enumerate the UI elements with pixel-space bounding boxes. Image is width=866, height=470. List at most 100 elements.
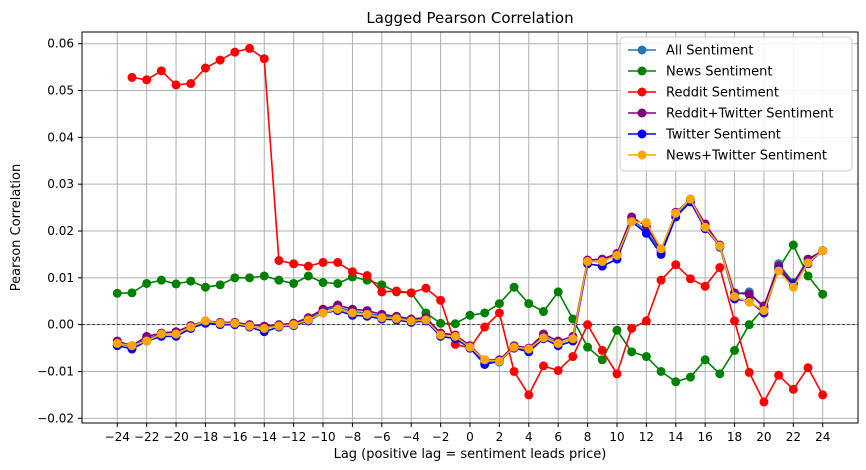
data-point — [568, 334, 578, 344]
legend-marker — [637, 150, 647, 160]
chart-title: Lagged Pearson Correlation — [366, 9, 573, 27]
data-point — [127, 341, 137, 351]
legend-label: Reddit+Twitter Sentiment — [666, 107, 833, 122]
data-point — [788, 384, 798, 394]
data-point — [480, 322, 490, 332]
data-point — [171, 80, 181, 90]
data-point — [171, 329, 181, 339]
legend-item: All Sentiment — [628, 44, 753, 59]
legend-marker — [637, 87, 647, 97]
data-point — [744, 289, 754, 299]
data-point — [289, 320, 299, 330]
data-point — [230, 273, 240, 283]
data-point — [524, 344, 534, 354]
data-point — [215, 318, 225, 328]
data-point — [186, 322, 196, 332]
data-point — [127, 288, 137, 298]
data-point — [568, 352, 578, 362]
data-point — [436, 318, 446, 328]
data-point — [583, 256, 593, 266]
data-point — [259, 54, 269, 64]
data-point — [494, 356, 504, 366]
data-point — [774, 370, 784, 380]
data-point — [465, 342, 475, 352]
data-point — [759, 397, 769, 407]
x-tick-label: −6 — [373, 430, 391, 444]
data-point — [656, 366, 666, 376]
data-point — [171, 279, 181, 289]
data-point — [156, 329, 166, 339]
data-point — [245, 273, 255, 283]
data-point — [377, 313, 387, 323]
data-point — [200, 282, 210, 292]
data-point — [744, 320, 754, 330]
data-point — [685, 372, 695, 382]
data-point — [406, 316, 416, 326]
data-point — [347, 267, 357, 277]
data-point — [553, 338, 563, 348]
data-point — [142, 75, 152, 85]
data-point — [274, 275, 284, 285]
data-point — [200, 316, 210, 326]
data-point — [715, 241, 725, 251]
legend-item: Twitter Sentiment — [628, 128, 781, 143]
data-point — [480, 308, 490, 318]
data-point — [186, 276, 196, 286]
data-point — [392, 314, 402, 324]
data-point — [524, 390, 534, 400]
data-point — [744, 297, 754, 307]
x-tick-label: 22 — [786, 430, 801, 444]
data-point — [803, 271, 813, 281]
legend-marker — [637, 45, 647, 55]
data-point — [597, 345, 607, 355]
x-tick-label: 20 — [756, 430, 771, 444]
data-point — [627, 323, 637, 333]
grid — [82, 32, 858, 423]
data-point — [156, 275, 166, 285]
x-tick-label: 10 — [609, 430, 624, 444]
data-point — [436, 295, 446, 305]
data-point — [803, 258, 813, 268]
y-tick-label: 0.00 — [47, 318, 74, 332]
series-news-twitter-sentiment — [112, 194, 828, 366]
legend-label: News+Twitter Sentiment — [666, 149, 827, 164]
data-point — [597, 355, 607, 365]
data-point — [538, 333, 548, 343]
data-point — [200, 63, 210, 73]
y-axis-label: Pearson Correlation — [9, 164, 24, 291]
data-point — [818, 289, 828, 299]
y-tick-label: 0.03 — [47, 177, 74, 191]
data-point — [259, 271, 269, 281]
legend-label: All Sentiment — [666, 44, 753, 59]
x-tick-label: 14 — [668, 430, 683, 444]
data-point — [671, 260, 681, 270]
legend-item: Reddit Sentiment — [628, 86, 779, 101]
data-point — [656, 244, 666, 254]
legend-label: News Sentiment — [666, 65, 772, 80]
series-layer — [112, 43, 828, 407]
x-tick-label: 8 — [584, 430, 592, 444]
legend-item: Reddit+Twitter Sentiment — [628, 107, 833, 122]
data-point — [509, 342, 519, 352]
data-point — [627, 217, 637, 227]
data-point — [245, 321, 255, 331]
data-point — [421, 283, 431, 293]
data-point — [641, 218, 651, 228]
data-point — [641, 228, 651, 238]
legend-item: News+Twitter Sentiment — [628, 149, 827, 164]
data-point — [333, 278, 343, 288]
data-point — [406, 288, 416, 298]
data-point — [700, 355, 710, 365]
data-point — [377, 280, 387, 290]
legend: All Sentiment News Sentiment Reddit Sentim… — [619, 36, 853, 172]
data-point — [538, 361, 548, 371]
data-point — [112, 338, 122, 348]
data-point — [230, 318, 240, 328]
data-point — [730, 316, 740, 326]
x-tick-label: −20 — [163, 430, 188, 444]
data-point — [156, 66, 166, 76]
y-tick-label: 0.05 — [47, 84, 74, 98]
x-axis-label: Lag (positive lag = sentiment leads pric… — [334, 447, 607, 462]
data-point — [142, 336, 152, 346]
data-point — [450, 319, 460, 329]
